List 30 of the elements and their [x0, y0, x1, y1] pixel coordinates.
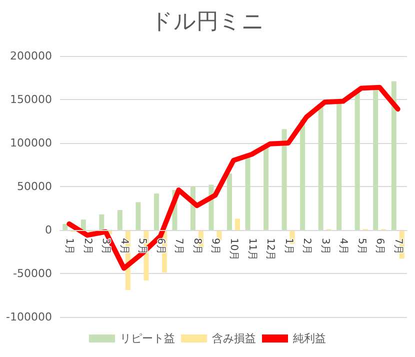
legend-label: 純利益	[293, 332, 326, 345]
y-tick-label: -100000	[6, 310, 52, 324]
x-tick-label: 5月	[136, 238, 148, 254]
x-tick-label: 2月	[301, 238, 312, 254]
x-tick-label: 2月	[82, 238, 93, 254]
x-tick-label: 12月	[264, 238, 276, 261]
x-tick-label: 7月	[392, 238, 404, 254]
legend-label: リピート益	[120, 332, 175, 345]
x-tick-label: 11月	[246, 238, 258, 261]
x-tick-label: 1月	[64, 238, 75, 254]
x-tick-label: 3月	[319, 238, 330, 254]
y-tick-label: 200000	[10, 50, 52, 62]
x-tick-label: 1月	[282, 238, 294, 254]
y-tick-label: 150000	[10, 93, 52, 106]
chart-title: ドル円ミニ	[150, 10, 264, 34]
y-tick-label: -50000	[13, 267, 52, 280]
y-tick-label: 50000	[17, 180, 52, 193]
x-tick-label: 7月	[173, 238, 184, 254]
y-tick-label: 0	[45, 224, 52, 236]
x-tick-label: 4月	[118, 238, 130, 254]
x-tick-label: 8月	[191, 238, 202, 254]
x-tick-label: 4月	[338, 238, 349, 254]
x-tick-label: 6月	[154, 238, 166, 254]
y-tick-label: 100000	[10, 136, 52, 150]
x-tick-label: 3月	[100, 238, 112, 254]
x-tick-label: 5月	[356, 238, 367, 254]
legend-label: 含み損益	[212, 332, 256, 345]
x-tick-label: 9月	[210, 238, 221, 254]
x-tick-label: 10月	[228, 238, 239, 261]
x-tick-label: 6月	[374, 238, 386, 254]
